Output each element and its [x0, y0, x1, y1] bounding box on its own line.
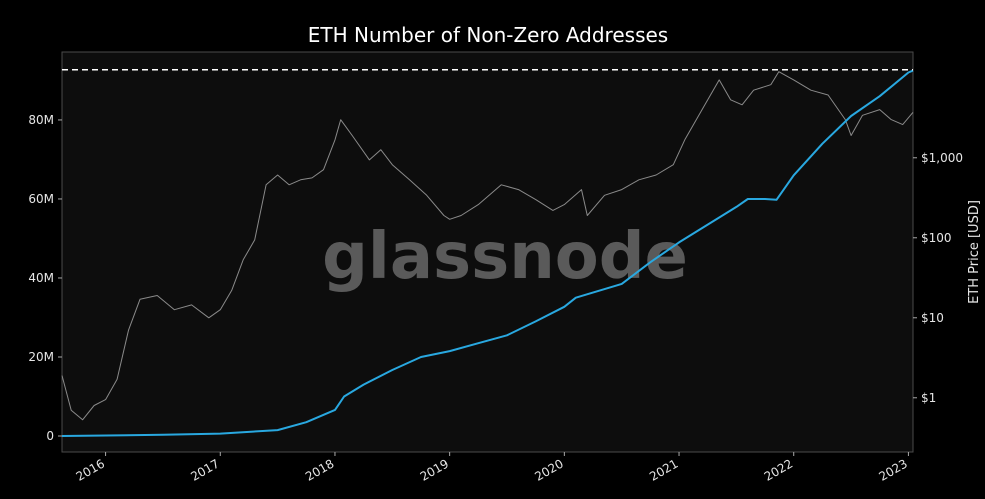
plot-area — [61, 51, 914, 453]
y2-tick-label: $10 — [921, 311, 944, 325]
chart-title: ETH Number of Non-Zero Addresses — [308, 23, 668, 47]
y-tick-label: 80M — [28, 113, 54, 127]
y-tick-label: 40M — [28, 271, 54, 285]
y2-tick-label: $1,000 — [921, 151, 963, 165]
watermark: glassnode — [322, 220, 688, 294]
series-line — [61, 71, 914, 421]
y-tick-label: 60M — [28, 192, 54, 206]
y-tick-label: 20M — [28, 350, 54, 364]
y2-tick-label: $100 — [921, 231, 952, 245]
y2-axis-label: ETH Price [USD] — [967, 200, 982, 304]
y2-tick-label: $1 — [921, 391, 936, 405]
series-line — [61, 69, 914, 437]
y-tick-label: 0 — [46, 429, 54, 443]
